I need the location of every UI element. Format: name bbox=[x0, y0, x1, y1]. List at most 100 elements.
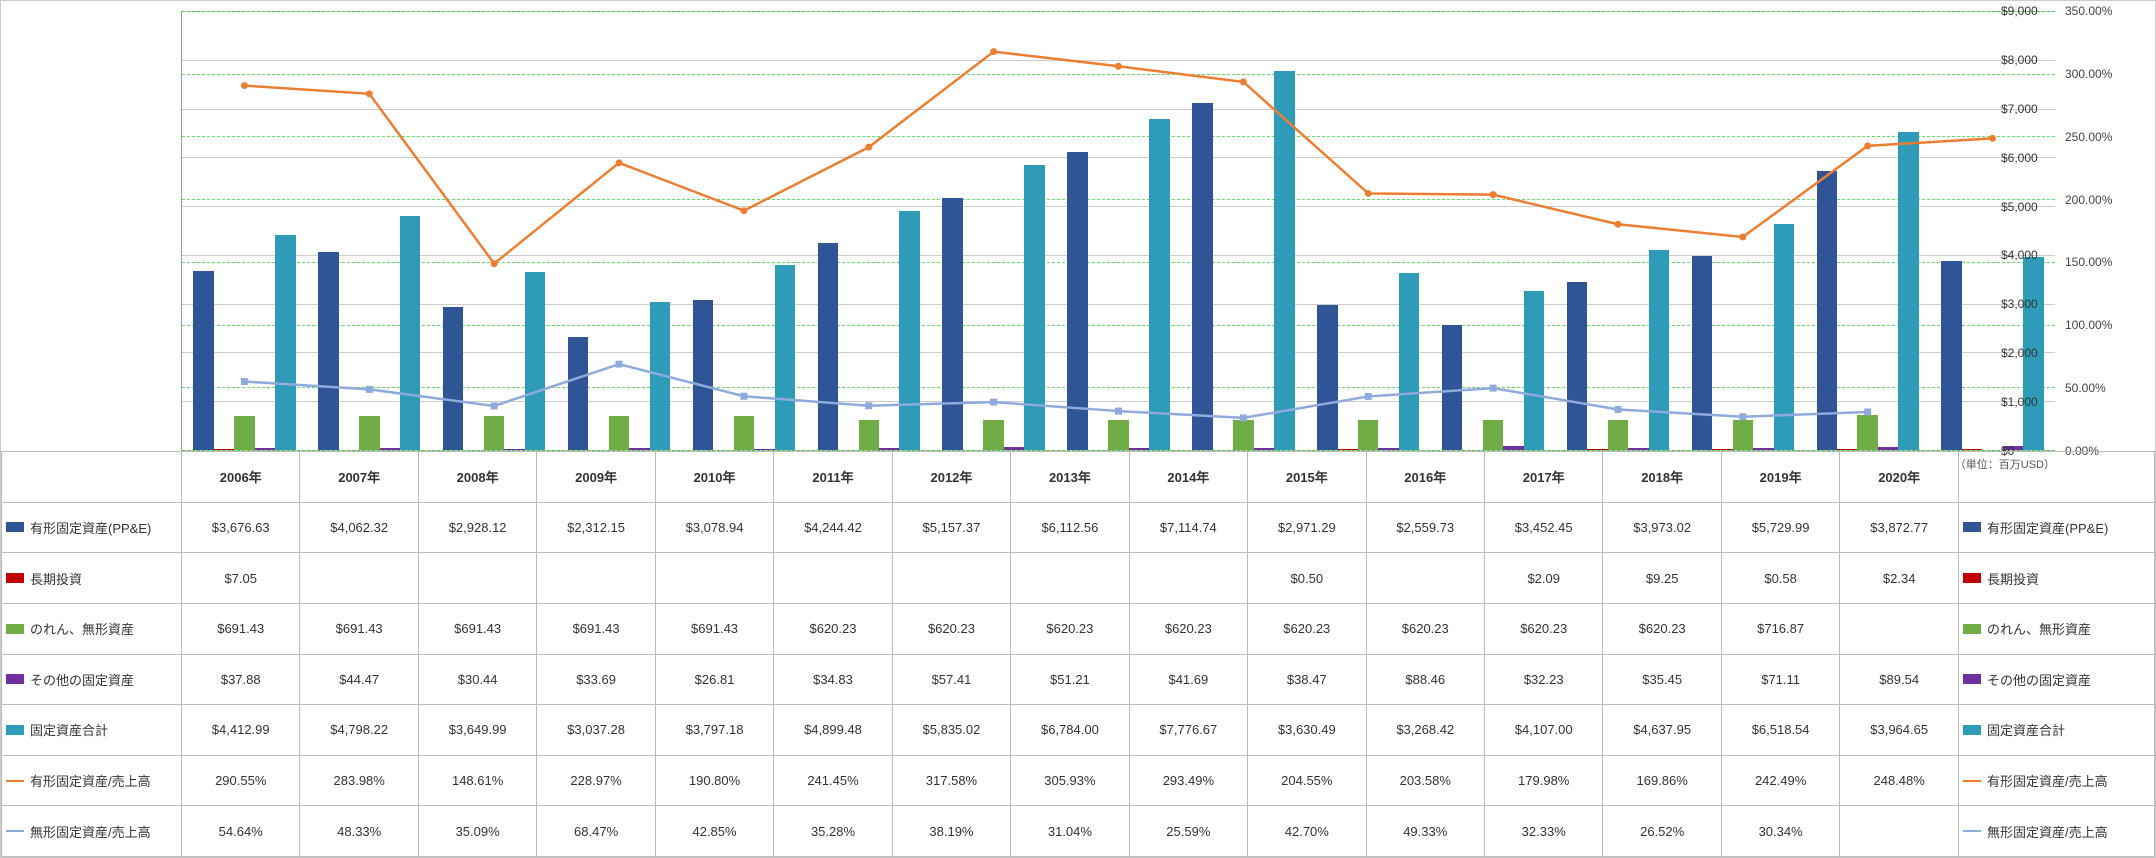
data-cell: $7,776.67 bbox=[1129, 705, 1247, 756]
legend-swatch bbox=[1963, 573, 1981, 583]
right-legend-total: 固定資産合計 bbox=[1959, 705, 2155, 756]
y-axis-right-labels: 0.00%50.00%100.00%150.00%200.00%250.00%3… bbox=[2065, 11, 2135, 451]
table-row: 有形固定資産/売上高290.55%283.98%148.61%228.97%19… bbox=[2, 755, 2155, 806]
data-cell: 317.58% bbox=[892, 755, 1010, 806]
row-label: その他の固定資産 bbox=[30, 673, 134, 688]
data-cell: 30.34% bbox=[1721, 806, 1839, 857]
data-cell: 148.61% bbox=[418, 755, 536, 806]
data-cell: $34.83 bbox=[774, 654, 892, 705]
data-cell: $3,973.02 bbox=[1603, 502, 1721, 553]
year-header: 2020年 bbox=[1840, 452, 1959, 503]
chart-container: $0$1,000$2,000$3,000$4,000$5,000$6,000$7… bbox=[0, 0, 2156, 858]
marker-ppe_sales bbox=[241, 82, 248, 89]
table-header-row: 2006年2007年2008年2009年2010年2011年2012年2013年… bbox=[2, 452, 2155, 503]
legend-swatch bbox=[1963, 624, 1981, 634]
data-cell: $9.25 bbox=[1603, 553, 1721, 604]
marker-intan_sales bbox=[990, 399, 997, 406]
data-cell: $2,928.12 bbox=[418, 502, 536, 553]
data-cell: 25.59% bbox=[1129, 806, 1247, 857]
table-right-corner bbox=[1959, 452, 2155, 503]
data-cell: $4,062.32 bbox=[300, 502, 418, 553]
data-cell: 305.93% bbox=[1011, 755, 1129, 806]
data-cell: 241.45% bbox=[774, 755, 892, 806]
data-cell: 248.48% bbox=[1840, 755, 1959, 806]
data-cell: $37.88 bbox=[182, 654, 300, 705]
data-cell: $691.43 bbox=[655, 603, 773, 654]
data-cell: $620.23 bbox=[1366, 603, 1484, 654]
data-cell: 293.49% bbox=[1129, 755, 1247, 806]
data-cell: $620.23 bbox=[1129, 603, 1247, 654]
data-cell bbox=[418, 553, 536, 604]
data-cell: $716.87 bbox=[1721, 603, 1839, 654]
data-cell: $3,797.18 bbox=[655, 705, 773, 756]
data-cell: $33.69 bbox=[537, 654, 655, 705]
table-corner bbox=[2, 452, 182, 503]
row-header-total: 固定資産合計 bbox=[2, 705, 182, 756]
year-header: 2019年 bbox=[1721, 452, 1839, 503]
data-cell: 35.09% bbox=[418, 806, 536, 857]
data-cell: $44.47 bbox=[300, 654, 418, 705]
marker-intan_sales bbox=[616, 361, 623, 368]
data-cell: $3,630.49 bbox=[1248, 705, 1366, 756]
data-cell: $3,964.65 bbox=[1840, 705, 1959, 756]
year-header: 2011年 bbox=[774, 452, 892, 503]
right-legend-intan_sales: 無形固定資産/売上高 bbox=[1959, 806, 2155, 857]
data-cell: $691.43 bbox=[182, 603, 300, 654]
legend-swatch bbox=[6, 522, 24, 532]
data-cell: 228.97% bbox=[537, 755, 655, 806]
right-legend-label: 無形固定資産/売上高 bbox=[1987, 825, 2108, 840]
data-cell: 179.98% bbox=[1484, 755, 1602, 806]
year-header: 2012年 bbox=[892, 452, 1010, 503]
data-cell: $2.34 bbox=[1840, 553, 1959, 604]
data-cell: 35.28% bbox=[774, 806, 892, 857]
data-cell: $0.58 bbox=[1721, 553, 1839, 604]
year-header: 2010年 bbox=[655, 452, 773, 503]
right-legend-label: 固定資産合計 bbox=[1987, 723, 2065, 738]
data-cell bbox=[1011, 553, 1129, 604]
right-legend-label: その他の固定資産 bbox=[1987, 673, 2091, 688]
data-cell: $5,157.37 bbox=[892, 502, 1010, 553]
row-label: 長期投資 bbox=[30, 572, 82, 587]
data-cell: $4,637.95 bbox=[1603, 705, 1721, 756]
data-cell: 31.04% bbox=[1011, 806, 1129, 857]
row-header-ppe: 有形固定資産(PP&E) bbox=[2, 502, 182, 553]
data-cell: $620.23 bbox=[1484, 603, 1602, 654]
row-header-ppe_sales: 有形固定資産/売上高 bbox=[2, 755, 182, 806]
data-cell: $38.47 bbox=[1248, 654, 1366, 705]
data-cell: 49.33% bbox=[1366, 806, 1484, 857]
data-cell bbox=[774, 553, 892, 604]
data-cell: $3,676.63 bbox=[182, 502, 300, 553]
data-cell: $620.23 bbox=[1603, 603, 1721, 654]
data-cell bbox=[655, 553, 773, 604]
marker-intan_sales bbox=[1864, 408, 1871, 415]
marker-ppe_sales bbox=[1365, 190, 1372, 197]
data-cell: $3,649.99 bbox=[418, 705, 536, 756]
data-cell: $30.44 bbox=[418, 654, 536, 705]
data-cell: $32.23 bbox=[1484, 654, 1602, 705]
lines-layer bbox=[182, 11, 2055, 450]
data-cell: $4,412.99 bbox=[182, 705, 300, 756]
marker-ppe_sales bbox=[740, 207, 747, 214]
marker-ppe_sales bbox=[616, 159, 623, 166]
year-header: 2017年 bbox=[1484, 452, 1602, 503]
marker-intan_sales bbox=[740, 393, 747, 400]
data-cell: $620.23 bbox=[774, 603, 892, 654]
data-cell bbox=[1366, 553, 1484, 604]
marker-ppe_sales bbox=[1240, 78, 1247, 85]
data-cell: $35.45 bbox=[1603, 654, 1721, 705]
marker-intan_sales bbox=[1115, 408, 1122, 415]
data-cell: $4,798.22 bbox=[300, 705, 418, 756]
data-cell bbox=[300, 553, 418, 604]
row-header-intan_sales: 無形固定資産/売上高 bbox=[2, 806, 182, 857]
data-cell: $7.05 bbox=[182, 553, 300, 604]
right-legend-label: のれん、無形資産 bbox=[1987, 622, 2091, 637]
data-cell: $71.11 bbox=[1721, 654, 1839, 705]
year-header: 2013年 bbox=[1011, 452, 1129, 503]
data-cell: 190.80% bbox=[655, 755, 773, 806]
marker-intan_sales bbox=[241, 378, 248, 385]
legend-swatch bbox=[1963, 725, 1981, 735]
table-row: その他の固定資産$37.88$44.47$30.44$33.69$26.81$3… bbox=[2, 654, 2155, 705]
data-cell: $620.23 bbox=[892, 603, 1010, 654]
data-cell: 283.98% bbox=[300, 755, 418, 806]
data-cell: 54.64% bbox=[182, 806, 300, 857]
